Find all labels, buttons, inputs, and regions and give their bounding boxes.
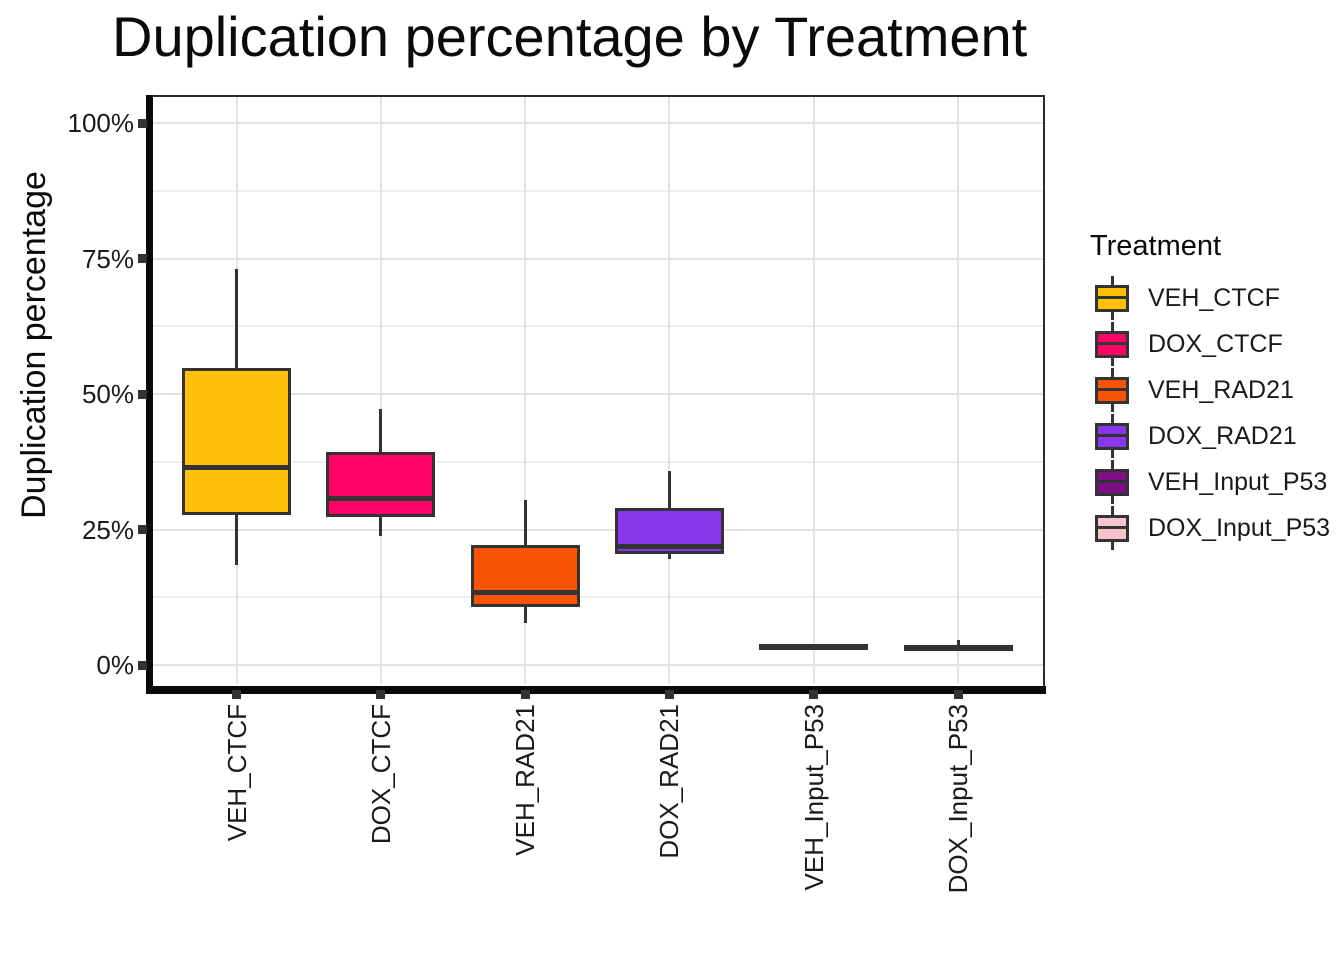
vertical-gridline [379,97,382,684]
boxplot-median [326,495,436,501]
legend-items: VEH_CTCF DOX_CTCF VEH_RAD21 DOX_RAD21 VEH_In… [1090,275,1330,551]
boxplot-median [470,590,580,596]
legend-item-label: DOX_RAD21 [1148,421,1297,450]
legend: Treatment VEH_CTCF DOX_CTCF VEH_RAD21 DOX_R… [1090,230,1330,551]
major-gridline [149,122,1043,124]
y-tick-mark [138,389,147,399]
chart-title: Duplication percentage by Treatment [112,5,1028,68]
legend-key-median [1098,296,1126,299]
vertical-gridline [812,97,815,684]
vertical-gridline [668,97,671,684]
legend-item: VEH_Input_P53 [1090,459,1330,505]
legend-title: Treatment [1090,230,1222,262]
x-tick-mark [232,690,241,699]
legend-item: DOX_Input_P53 [1090,505,1330,551]
legend-key-boxplot-icon [1095,275,1129,321]
legend-key-boxplot-icon [1095,413,1129,459]
x-tick-mark [809,690,819,699]
boxplot-median [614,544,724,550]
minor-gridline [149,189,1043,192]
y-axis-line [146,95,153,694]
y-axis-title: Duplication percentage [15,171,53,519]
x-tick-label: VEH_Input_P53 [798,704,829,891]
legend-key-median [1098,526,1126,529]
boxplot-box [470,545,580,607]
legend-item-label: DOX_CTCF [1148,329,1283,358]
minor-gridline [149,596,1043,599]
y-tick-mark [138,254,147,263]
y-tick-mark [138,660,147,670]
legend-key-median [1098,434,1126,437]
x-tick-mark [953,690,963,699]
legend-key-boxplot-icon [1095,459,1129,505]
vertical-gridline [957,97,959,684]
legend-key-median [1098,388,1126,391]
legend-item: DOX_CTCF [1090,321,1330,367]
y-tick-label: 50% [81,379,134,409]
major-gridline [149,528,1043,531]
y-tick-mark [138,118,147,128]
y-tick-mark [138,525,147,534]
boxplot-median [759,643,869,649]
legend-item-label: VEH_CTCF [1148,283,1280,312]
vertical-gridline [524,97,527,684]
x-axis-line [146,686,1046,694]
legend-key-boxplot-icon [1095,321,1129,367]
major-gridline [149,393,1043,395]
boxplot-box [326,451,436,518]
boxplot-median [182,464,291,470]
legend-key-median [1098,480,1126,483]
legend-key-boxplot-icon [1095,505,1129,551]
y-tick-label: 0% [96,650,134,680]
x-tick-label: DOX_Input_P53 [943,704,973,894]
minor-gridline [149,325,1043,328]
legend-item-label: DOX_Input_P53 [1148,513,1331,542]
boxplot-box [182,367,291,515]
legend-item: VEH_CTCF [1090,275,1330,321]
legend-item: VEH_RAD21 [1090,367,1330,413]
legend-item-label: VEH_RAD21 [1148,375,1294,404]
minor-gridline [149,460,1043,463]
x-tick-label: DOX_CTCF [365,704,396,845]
x-tick-mark [376,690,386,699]
x-tick-mark [520,690,530,699]
major-gridline [149,257,1043,260]
boxplot-median [903,644,1013,650]
legend-item-label: VEH_Input_P53 [1148,467,1328,496]
x-tick-mark [664,690,674,699]
x-tick-label: VEH_CTCF [221,704,252,842]
legend-key-median [1098,342,1126,345]
legend-item: DOX_RAD21 [1090,413,1330,459]
y-tick-label: 100% [67,108,135,138]
x-tick-label: DOX_RAD21 [654,704,685,859]
plot-panel [147,95,1045,686]
y-tick-label: 25% [81,514,134,545]
x-tick-label: VEH_RAD21 [510,704,541,856]
y-tick-label: 75% [81,243,134,274]
major-gridline [149,664,1043,666]
legend-key-boxplot-icon [1095,367,1129,413]
